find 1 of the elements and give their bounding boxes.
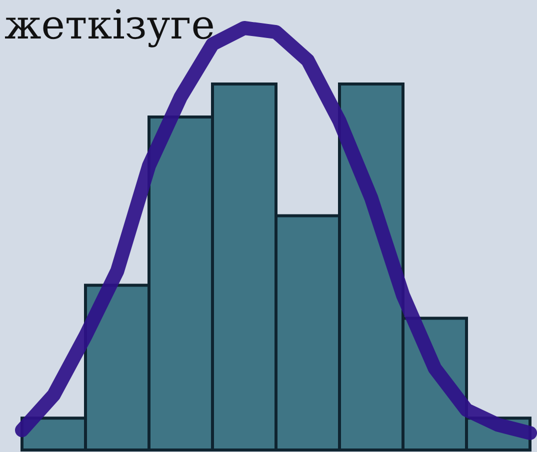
chart-title: жеткізуге <box>4 2 215 48</box>
